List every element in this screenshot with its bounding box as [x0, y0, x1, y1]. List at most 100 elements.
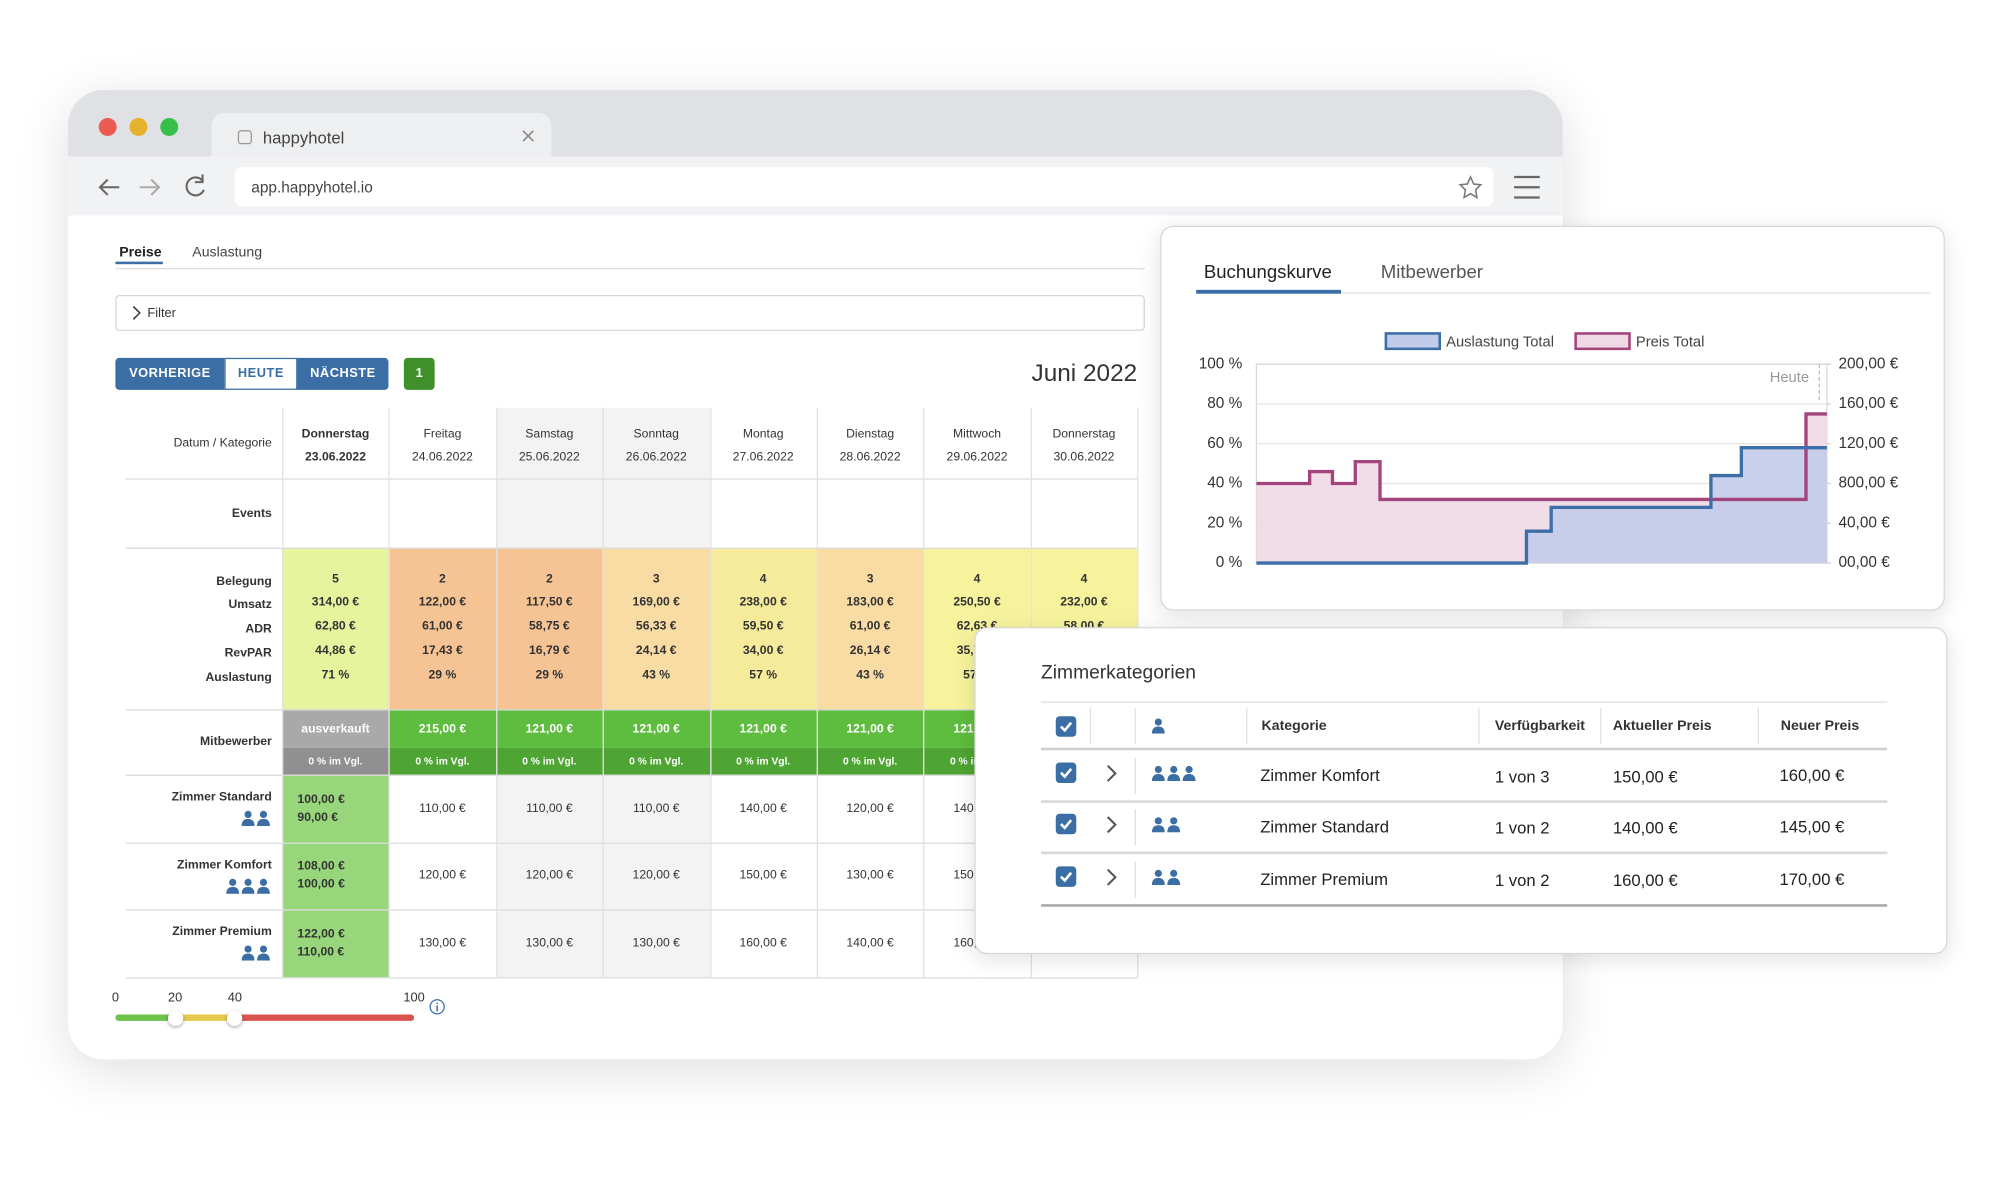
browser-icons: [98, 117, 1540, 200]
weekday: Donnerstag: [301, 426, 370, 441]
tab-close[interactable]: [522, 130, 534, 142]
url-box[interactable]: [234, 166, 1494, 207]
browser-tab[interactable]: [211, 112, 552, 157]
person-body: [1182, 774, 1196, 782]
person-head: [1170, 817, 1178, 825]
room-price-cell: [282, 774, 389, 843]
person-head: [1170, 869, 1178, 877]
competitor-comparison: 0 % im Vgl.: [709, 747, 817, 775]
y2-tick-label: 160,00 €: [1838, 395, 1898, 412]
checkbox[interactable]: [1055, 716, 1077, 738]
date: 28.06.2022: [839, 449, 901, 464]
metric-value: 250,50 €: [953, 595, 1001, 610]
metric-value: 29 %: [428, 667, 457, 682]
nav-button[interactable]: NÄCHSTE: [297, 357, 389, 390]
y2-tick-label: 200,00 €: [1838, 355, 1898, 372]
y-tick-label: 100 %: [1199, 355, 1243, 372]
checkbox-tick: [1059, 819, 1073, 830]
scale-label: 20: [167, 990, 183, 1005]
info-icon[interactable]: [428, 998, 446, 1016]
tab-rule: [115, 268, 1145, 270]
weekday: Sonntag: [633, 426, 679, 441]
metric-value: 16,79 €: [529, 643, 570, 658]
metric-value: 43 %: [856, 667, 884, 682]
person-head: [1185, 765, 1193, 774]
metric-value: 122,00 €: [418, 595, 467, 610]
person-head: [244, 810, 252, 818]
reload-button[interactable]: [185, 174, 205, 197]
person-icons: [241, 945, 270, 962]
forward-button[interactable]: [139, 178, 161, 196]
metric-label: Belegung: [216, 573, 272, 589]
scale-handle[interactable]: [227, 1009, 243, 1026]
expand-chevron[interactable]: [1105, 763, 1118, 784]
scale-handle[interactable]: [167, 1009, 183, 1026]
bookmark-star[interactable]: [1458, 175, 1483, 200]
y-tick-label: 40 %: [1207, 475, 1242, 492]
metric-value: 5: [332, 571, 339, 586]
checkbox[interactable]: [1055, 762, 1077, 784]
nav-button[interactable]: HEUTE: [224, 357, 298, 390]
person-body: [1167, 877, 1181, 885]
metric-value: 4: [973, 571, 981, 586]
room-price: 110,00 €: [526, 801, 573, 816]
metric-value: 3: [866, 571, 874, 586]
room-current-price: 140,00 €: [1612, 817, 1678, 837]
tab-preise: Preise: [119, 244, 162, 261]
room-name: Zimmer Komfort: [177, 857, 272, 872]
maximize-dot[interactable]: [160, 117, 179, 136]
chart-tab[interactable]: Buchungskurve: [1204, 261, 1332, 282]
competitor-value: 121,00 €: [602, 709, 710, 748]
person-body: [1151, 774, 1165, 782]
row-column-rule: [1134, 861, 1136, 898]
checkbox[interactable]: [1055, 866, 1077, 888]
expand-chevron[interactable]: [1105, 867, 1118, 888]
back-button[interactable]: [98, 178, 120, 196]
person-body: [257, 886, 270, 894]
date: 29.06.2022: [946, 449, 1008, 464]
nav-button[interactable]: VORHERIGE: [115, 357, 225, 390]
room-availability: 1 von 2: [1494, 870, 1550, 890]
y-tick-label: 80 %: [1207, 395, 1242, 412]
y-tick-label: 20 %: [1207, 514, 1242, 531]
row-rule: [125, 909, 1138, 911]
filter-label: Filter: [147, 305, 176, 320]
person-head: [1154, 718, 1162, 726]
column-rule: [709, 407, 712, 978]
checkbox-box: [1055, 813, 1077, 835]
legend-swatch: [1384, 332, 1442, 351]
favicon: [237, 130, 252, 145]
chart-tab[interactable]: Mitbewerber: [1381, 261, 1483, 282]
column-header: Neuer Preis: [1780, 718, 1860, 734]
person-body: [241, 886, 255, 894]
expand-chevron[interactable]: [1105, 814, 1118, 835]
today-label: Heute: [1770, 370, 1809, 386]
person-icons: [226, 878, 270, 894]
person-head: [244, 878, 252, 886]
room-price-cell: [282, 909, 389, 978]
checkbox[interactable]: [1055, 813, 1077, 835]
room-current-price: 160,00 €: [1612, 870, 1678, 890]
metric-value: 44,86 €: [315, 643, 356, 658]
metric-value: 4: [1080, 571, 1088, 586]
person-icons: [1151, 817, 1181, 833]
menu-button[interactable]: [1514, 175, 1540, 199]
y-tick-label: 0 %: [1216, 554, 1243, 571]
series-line: [1256, 446, 1827, 565]
scale-segment: [234, 1014, 415, 1021]
filter-box[interactable]: [115, 294, 1145, 331]
metric-label: RevPAR: [224, 646, 272, 661]
metric-value: 71 %: [321, 667, 350, 682]
room-new-price: 145,00 €: [1779, 816, 1845, 836]
weekday: Dienstag: [846, 426, 895, 441]
series-area: [1256, 447, 1827, 564]
close-dot[interactable]: [98, 117, 117, 136]
person-body: [257, 818, 270, 826]
minimize-dot[interactable]: [129, 117, 148, 136]
chevron-path: [1106, 816, 1117, 834]
header-label: Datum / Kategorie: [173, 435, 272, 450]
weekday: Donnerstag: [1052, 426, 1116, 441]
week-badge: 1: [403, 357, 435, 390]
metric-value: 314,00 €: [311, 595, 360, 610]
